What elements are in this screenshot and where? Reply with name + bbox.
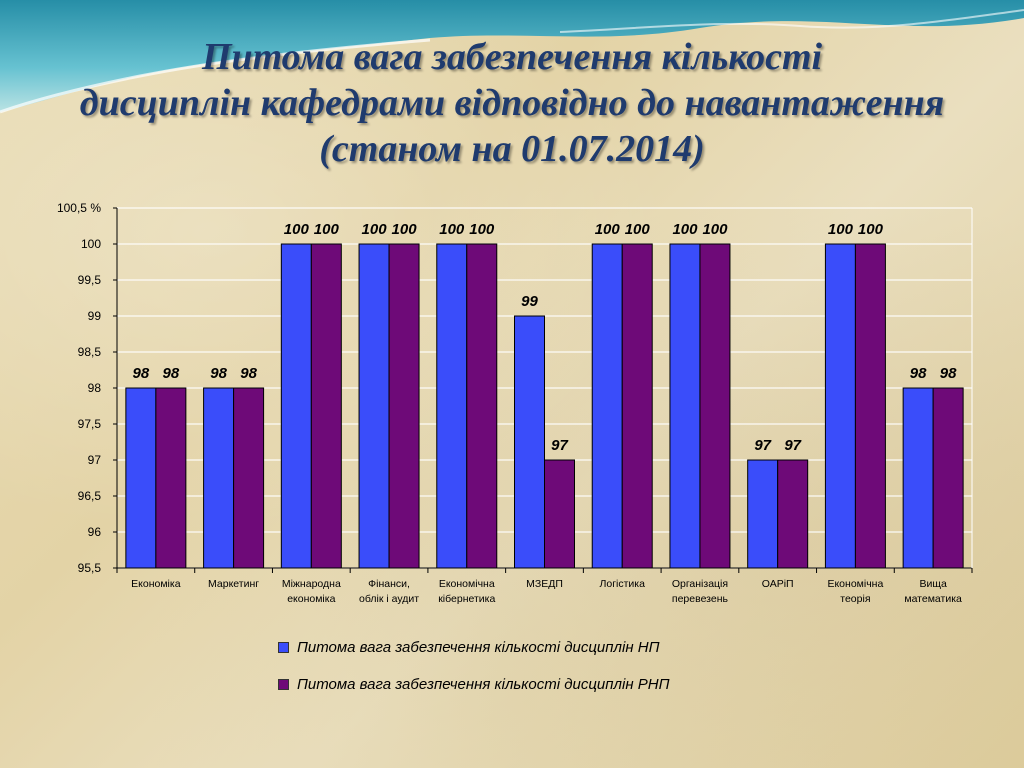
data-label: 100 — [362, 221, 388, 238]
bar-np — [203, 387, 235, 569]
chart-legend: Питома вага забезпечення кількості дисци… — [278, 636, 669, 710]
data-label: 98 — [940, 365, 957, 382]
x-category-label: Маркетинг — [208, 578, 259, 590]
data-label: 97 — [784, 437, 801, 454]
x-category-label: Економіка — [131, 578, 181, 590]
data-label: 99 — [521, 293, 538, 310]
x-category-label: перевезень — [672, 593, 729, 605]
x-category-label: Економічна — [439, 578, 495, 590]
legend-item-rnp: Питома вага забезпечення кількості дисци… — [278, 673, 669, 695]
bar-rnp — [310, 243, 342, 569]
data-label: 100 — [595, 221, 621, 238]
y-tick-label: 95,5 — [78, 561, 102, 575]
legend-label-rnp: Питома вага забезпечення кількості дисци… — [297, 675, 670, 693]
data-label: 98 — [210, 365, 227, 382]
data-label: 100 — [672, 221, 698, 238]
page-title: Питома вага забезпечення кількості дисци… — [40, 34, 984, 172]
y-tick-label: 98,5 — [78, 345, 102, 359]
legend-swatch-rnp — [278, 678, 289, 690]
x-category-label: МЗЕДП — [526, 578, 563, 590]
data-label: 100 — [284, 221, 310, 238]
y-tick-label: 99,5 — [78, 273, 102, 287]
bar-rnp — [466, 243, 498, 569]
title-line-2: дисциплін кафедрами відповідно до навант… — [79, 82, 945, 124]
bar-np — [747, 459, 779, 569]
data-label: 100 — [702, 221, 728, 238]
x-category-label: Фінанси, — [368, 578, 410, 590]
x-category-label: кібернетика — [438, 593, 495, 605]
x-category-label: ОАРіП — [762, 578, 794, 590]
legend-swatch-np — [278, 641, 289, 653]
data-label: 98 — [163, 365, 180, 382]
bar-rnp — [932, 387, 964, 569]
data-label: 100 — [828, 221, 854, 238]
data-label: 100 — [625, 221, 651, 238]
bar-rnp — [388, 243, 420, 569]
title-line-1: Питома вага забезпечення кількості — [201, 36, 823, 78]
x-category-label: економіка — [287, 593, 335, 605]
y-tick-label: 97 — [88, 453, 102, 467]
x-category-label: теорія — [840, 593, 870, 605]
x-category-label: Вища — [919, 578, 947, 590]
legend-label-np: Питома вага забезпечення кількості дисци… — [297, 638, 660, 656]
x-category-label: Логістика — [599, 578, 645, 590]
y-tick-label: 100 — [81, 237, 101, 251]
x-category-label: Економічна — [827, 578, 883, 590]
title-line-3: (станом на 01.07.2014) — [319, 128, 705, 170]
y-tick-label: 99 — [88, 309, 102, 323]
data-label: 100 — [469, 221, 495, 238]
bar-rnp — [233, 387, 265, 569]
data-label: 97 — [754, 437, 771, 454]
y-tick-label: 97,5 — [78, 417, 102, 431]
bar-np — [436, 243, 468, 569]
y-tick-label: 96,5 — [78, 489, 102, 503]
bar-rnp — [854, 243, 886, 569]
y-tick-label: 98 — [88, 381, 102, 395]
bar-np — [125, 387, 157, 569]
decorative-wave — [0, 0, 1024, 114]
legend-item-np: Питома вага забезпечення кількості дисци… — [278, 636, 669, 658]
bar-rnp — [544, 459, 575, 569]
bar-np — [669, 243, 701, 569]
bar-np — [902, 387, 934, 569]
bar-np — [591, 243, 623, 569]
bar-np — [358, 243, 390, 569]
data-label: 98 — [240, 365, 257, 382]
x-category-label: математика — [904, 593, 962, 605]
bar-np — [280, 243, 312, 569]
data-label: 100 — [439, 221, 465, 238]
bar-rnp — [699, 243, 731, 569]
bar-rnp — [621, 243, 653, 569]
bar-np — [824, 243, 856, 569]
x-category-label: Організація — [672, 578, 728, 590]
y-tick-label: 96 — [88, 525, 102, 539]
bar-np — [514, 315, 545, 569]
data-label: 100 — [392, 221, 418, 238]
data-label: 97 — [551, 437, 568, 454]
x-category-label: Міжнародна — [282, 578, 341, 590]
y-tick-label: 100,5 % — [57, 201, 101, 215]
x-category-label: облік і аудит — [359, 593, 419, 605]
data-label: 98 — [910, 365, 927, 382]
bar-rnp — [155, 387, 187, 569]
data-label: 98 — [133, 365, 150, 382]
data-label: 100 — [314, 221, 340, 238]
data-label: 100 — [858, 221, 884, 238]
bar-rnp — [777, 459, 809, 569]
